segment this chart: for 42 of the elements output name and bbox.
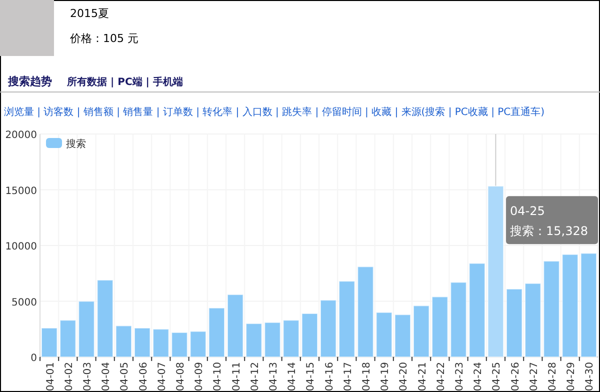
x-tick-label: 04-18 — [362, 362, 372, 392]
x-tick-label: 04-14 — [287, 362, 298, 392]
x-tick-label: 04-13 — [268, 362, 280, 392]
x-tick-label: 04-15 — [306, 362, 317, 392]
x-tick-label: 04-06 — [138, 362, 150, 392]
y-tick-label: 5000 — [12, 297, 37, 308]
x-tick-label: 04-05 — [120, 362, 131, 392]
x-tick-label: 04-16 — [324, 362, 336, 392]
x-tick-label: 04-09 — [194, 362, 206, 392]
text: 2015夏 — [70, 7, 109, 20]
x-tick-label: 04-27 — [528, 362, 540, 392]
text: 所有数据 | PC端 | 手机端 — [66, 76, 183, 88]
x-tick-label: 04-03 — [82, 362, 94, 392]
x-tick-label: 04-01 — [45, 362, 56, 392]
x-tick-label: 04-24 — [473, 362, 484, 392]
text: 价格：105 元 — [69, 32, 138, 45]
x-tick-label: 04-30 — [584, 362, 596, 392]
legend-label: 搜索 — [66, 138, 86, 150]
x-tick-label: 04-10 — [212, 362, 224, 392]
text: 浏览量 | 访客数 | 销售额 | 销售量 | 订单数 | 转化率 | 入口数 | 跳失率 | 停留时间 | 收藏 | 来源(搜索 | PC收藏 | PC直通车) — [4, 106, 545, 118]
chart-title: 搜索趋势 — [7, 75, 52, 88]
x-tick-label: 04-11 — [231, 362, 242, 392]
x-tick-label: 04-08 — [176, 362, 186, 392]
x-tick-label: 04-29 — [566, 362, 578, 392]
y-tick-label: 10000 — [5, 242, 37, 252]
x-tick-label: 04-23 — [454, 362, 466, 392]
x-tick-label: 04-21 — [417, 362, 428, 392]
x-tick-label: 04-19 — [380, 362, 392, 392]
x-tick-label: 04-20 — [398, 362, 410, 392]
y-tick-label: 15000 — [5, 186, 37, 197]
x-tick-label: 04-28 — [548, 362, 558, 392]
x-tick-label: 04-25 — [492, 362, 503, 392]
y-tick-label: 0 — [30, 353, 37, 364]
x-tick-label: 04-12 — [250, 362, 261, 392]
x-tick-label: 04-17 — [342, 362, 354, 392]
x-tick-label: 04-22 — [436, 362, 447, 392]
annotation: 04-25 搜索：15,328 — [510, 204, 588, 238]
x-tick-label: 04-04 — [101, 362, 112, 392]
x-tick-label: 04-02 — [64, 362, 75, 392]
x-tick-label: 04-07 — [156, 362, 168, 392]
x-tick-label: 04-26 — [510, 362, 522, 392]
y-tick-label: 20000 — [5, 130, 37, 141]
